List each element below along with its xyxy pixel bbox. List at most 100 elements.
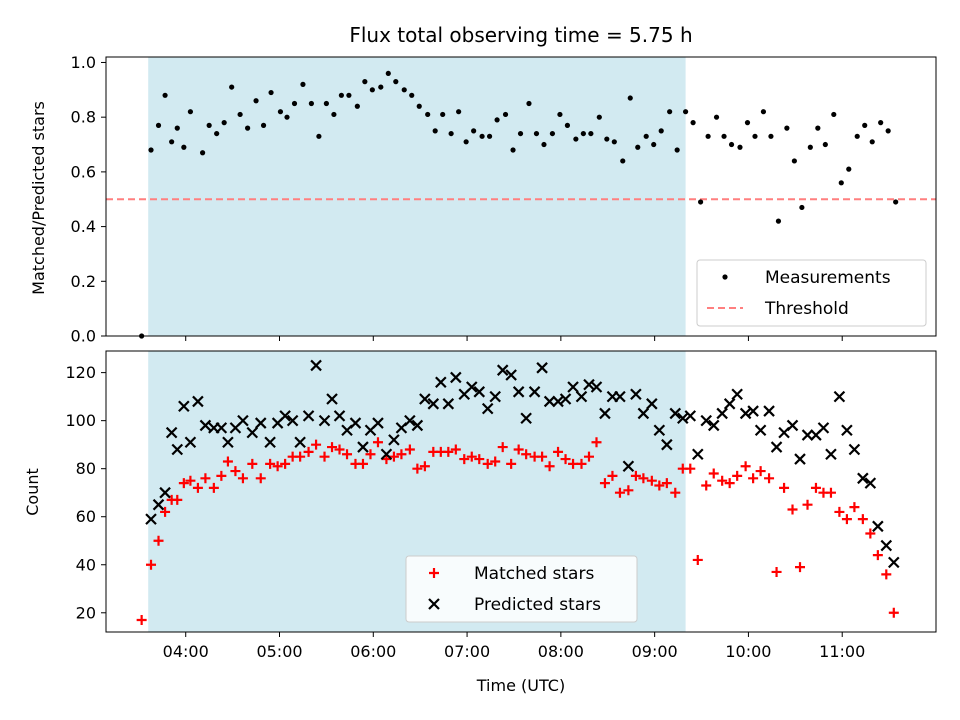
y-tick-label: 0.6 bbox=[71, 162, 96, 181]
data-point bbox=[651, 141, 657, 148]
legend-label: Threshold bbox=[764, 299, 849, 319]
data-point bbox=[380, 448, 393, 461]
plot-frame-count bbox=[105, 350, 937, 633]
data-point bbox=[362, 79, 368, 85]
data-point bbox=[372, 417, 384, 429]
count-y-axis-label: Count bbox=[23, 468, 42, 516]
data-point bbox=[614, 487, 625, 498]
data-point bbox=[588, 130, 594, 137]
data-point bbox=[378, 84, 384, 90]
data-point bbox=[199, 419, 212, 432]
data-point bbox=[272, 461, 283, 472]
y-tick-label: 20 bbox=[76, 603, 96, 622]
data-point bbox=[701, 480, 712, 491]
data-point bbox=[622, 460, 635, 473]
data-point bbox=[685, 463, 696, 474]
data-point bbox=[432, 128, 438, 134]
data-point bbox=[450, 444, 461, 455]
data-point bbox=[731, 388, 743, 401]
data-point bbox=[623, 485, 634, 496]
data-point bbox=[169, 139, 175, 145]
data-point bbox=[286, 414, 299, 427]
data-point bbox=[620, 158, 626, 164]
data-point bbox=[822, 141, 828, 148]
data-point bbox=[658, 128, 664, 134]
data-point bbox=[192, 395, 204, 408]
data-point bbox=[496, 364, 509, 376]
data-point bbox=[536, 362, 548, 374]
data-point bbox=[654, 480, 665, 491]
data-point bbox=[294, 436, 306, 449]
data-point bbox=[245, 125, 251, 131]
plot-frame-ratio bbox=[105, 56, 937, 337]
y-tick-label: 0.0 bbox=[71, 327, 96, 346]
legend-label: Matched stars bbox=[474, 564, 594, 584]
data-point bbox=[442, 398, 455, 410]
data-point bbox=[357, 441, 369, 453]
data-point bbox=[838, 180, 844, 186]
data-point bbox=[872, 520, 884, 533]
data-point bbox=[559, 393, 572, 405]
data-point bbox=[277, 109, 284, 115]
data-point bbox=[764, 473, 775, 484]
data-point bbox=[854, 133, 860, 139]
y-tick-label: 100 bbox=[65, 411, 96, 430]
data-point bbox=[580, 130, 586, 137]
data-point bbox=[732, 470, 743, 481]
data-point bbox=[721, 133, 727, 139]
data-point bbox=[153, 535, 164, 546]
data-point bbox=[388, 451, 399, 462]
data-point bbox=[520, 412, 532, 425]
data-point bbox=[303, 446, 314, 457]
data-point bbox=[713, 114, 720, 120]
data-point bbox=[419, 461, 430, 472]
data-point bbox=[404, 444, 415, 455]
data-point bbox=[482, 458, 493, 469]
data-point bbox=[677, 412, 689, 425]
legend-box bbox=[696, 259, 927, 327]
data-point bbox=[557, 111, 563, 118]
data-point bbox=[396, 449, 407, 460]
data-point bbox=[583, 451, 594, 462]
data-point bbox=[653, 424, 666, 437]
data-point bbox=[795, 562, 806, 573]
observing-window-ratio bbox=[148, 57, 686, 336]
data-point bbox=[385, 70, 391, 77]
data-point bbox=[893, 199, 899, 205]
data-point bbox=[174, 125, 180, 131]
data-point bbox=[707, 419, 720, 432]
data-point bbox=[471, 128, 477, 134]
data-point bbox=[152, 498, 165, 511]
data-point bbox=[599, 407, 611, 420]
data-point bbox=[215, 422, 228, 434]
data-point bbox=[494, 117, 500, 123]
data-point bbox=[817, 422, 830, 434]
data-point bbox=[346, 92, 352, 98]
data-point bbox=[865, 528, 876, 539]
data-point bbox=[669, 407, 682, 420]
data-point bbox=[264, 436, 276, 449]
data-point bbox=[848, 443, 861, 456]
data-point bbox=[528, 386, 541, 398]
data-point bbox=[497, 442, 508, 453]
data-point bbox=[185, 475, 196, 486]
data-point bbox=[881, 569, 892, 580]
chart-title: Flux total observing time = 5.75 h bbox=[349, 23, 692, 47]
data-point bbox=[583, 378, 595, 391]
data-point bbox=[401, 87, 407, 93]
data-point bbox=[327, 442, 338, 453]
data-point bbox=[280, 458, 291, 469]
data-point bbox=[646, 475, 657, 486]
data-point bbox=[768, 133, 774, 139]
data-point bbox=[869, 139, 875, 145]
data-point bbox=[692, 554, 703, 565]
data-point bbox=[739, 407, 752, 420]
data-point bbox=[888, 607, 899, 618]
data-point bbox=[448, 130, 454, 137]
data-point bbox=[864, 477, 877, 489]
y-tick-label: 60 bbox=[76, 507, 96, 526]
data-point bbox=[646, 398, 658, 410]
data-point bbox=[342, 449, 353, 460]
data-point bbox=[253, 98, 259, 104]
data-point bbox=[490, 456, 501, 467]
